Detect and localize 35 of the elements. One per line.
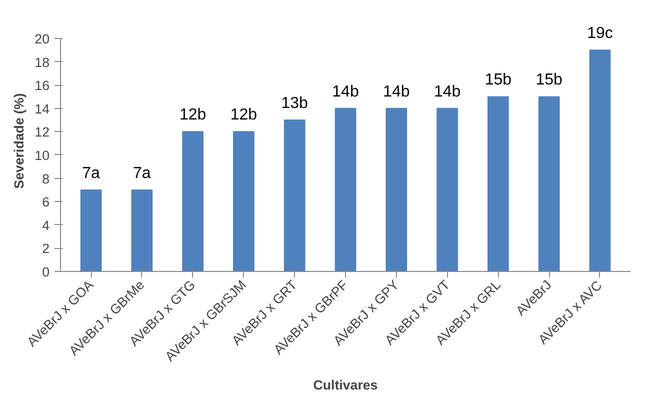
bar [488,96,509,272]
bar [334,108,356,272]
bar [233,131,254,272]
y-tick-label: 4 [42,218,50,233]
y-tick-label: 8 [42,171,50,186]
y-tick-label: 16 [34,78,50,94]
data-label: 7a [82,164,100,182]
bar [436,108,458,272]
x-axis-title: Cultivares [313,377,378,392]
bar [386,108,408,272]
bar [284,120,306,272]
data-label: 14b [332,83,359,100]
bar [182,131,204,272]
data-label: 15b [484,72,512,89]
y-tick-label: 18 [34,54,50,70]
y-tick-label: 2 [42,241,50,256]
data-label: 12b [230,106,258,124]
bar [538,96,560,272]
y-tick-label: 12 [34,124,50,140]
bar [80,189,102,272]
y-tick-label: 20 [34,31,50,46]
y-tick-label: 0 [42,264,50,280]
data-label: 15b [536,72,563,89]
data-label: 7a [133,164,151,182]
data-label: 19c [587,25,613,42]
y-tick-label: 10 [34,148,50,163]
bar [589,50,611,272]
data-label: 14b [434,83,461,100]
y-axis-title: Severidade (%) [12,93,27,189]
data-label: 14b [383,83,410,100]
data-label: 13b [281,95,308,112]
y-tick-label: 6 [42,194,50,210]
y-tick-label: 14 [34,101,50,116]
data-label: 12b [179,106,206,124]
bar [131,189,153,272]
